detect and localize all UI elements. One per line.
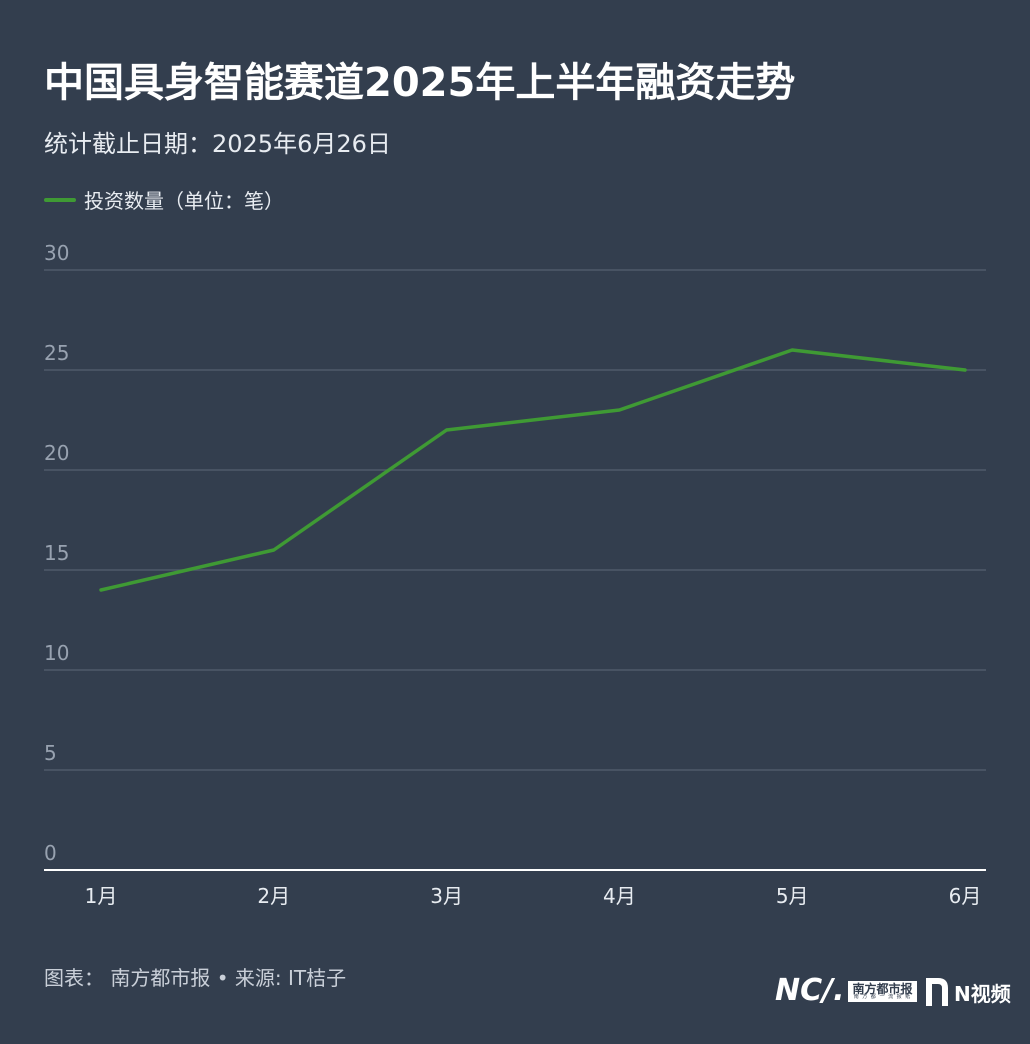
x-axis-tick-labels: 1月 2月 3月 4月 5月 6月 [85, 884, 982, 908]
legend: 投资数量（单位：笔） [44, 185, 284, 214]
y-tick-label: 20 [44, 441, 69, 465]
x-tick-label: 4月 [603, 884, 636, 908]
series-line [99, 348, 967, 592]
n-video-logo: N视频 [922, 974, 1011, 1010]
y-tick-label: 0 [44, 841, 57, 865]
legend-swatch [44, 197, 76, 202]
y-axis-tick-labels: 0 5 10 15 20 25 30 [44, 241, 69, 865]
x-tick-label: 1月 [85, 884, 118, 908]
nandu-logo: NC/. 南方都市报 南 方 都 一 流 报 纸 [775, 976, 917, 1006]
n-video-text: N视频 [954, 981, 1011, 1006]
grid-lines [44, 269, 986, 871]
x-tick-label: 3月 [430, 884, 463, 908]
footer-source: 图表： 南方都市报 • 来源: IT桔子 [44, 966, 347, 990]
x-tick-label: 5月 [776, 884, 809, 908]
chart-title: 中国具身智能赛道2025年上半年融资走势 [44, 60, 796, 106]
nd-logo-name: 南方都市报 [852, 981, 913, 996]
y-tick-label: 5 [44, 741, 57, 765]
legend-label: 投资数量（单位：笔） [84, 189, 284, 213]
x-tick-label: 2月 [257, 884, 290, 908]
y-tick-label: 10 [44, 641, 69, 665]
nd-logo-slogan: 南 方 都 一 流 报 纸 [853, 993, 912, 1000]
chart-subtitle: 统计截止日期：2025年6月26日 [44, 130, 391, 158]
y-tick-label: 30 [44, 241, 69, 265]
series-layer [99, 348, 967, 592]
n-video-icon [926, 978, 948, 1006]
y-tick-label: 25 [44, 341, 69, 365]
y-tick-label: 15 [44, 541, 69, 565]
nd-logo-mark: NC/. [775, 973, 845, 1008]
nd-logo-box: 南方都市报 南 方 都 一 流 报 纸 [848, 980, 917, 1002]
x-tick-label: 6月 [949, 884, 982, 908]
